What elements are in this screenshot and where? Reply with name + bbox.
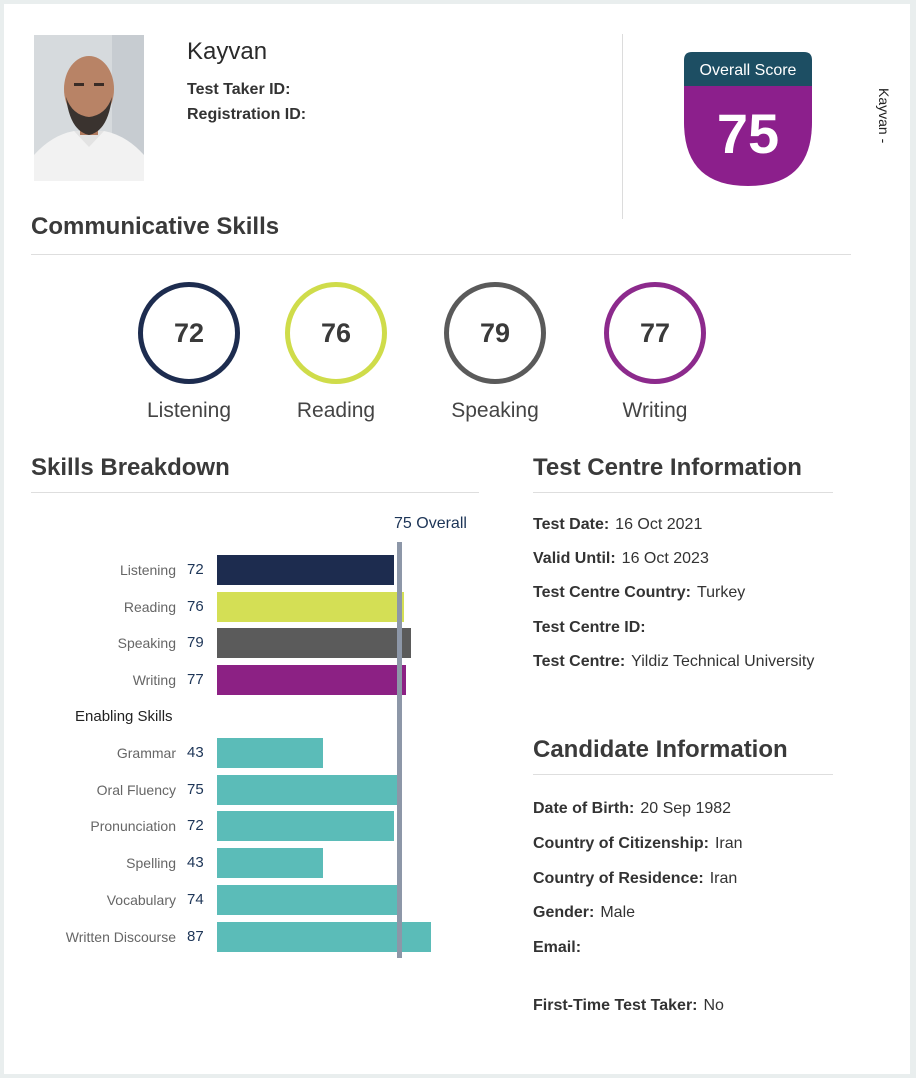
score-report-page: Kayvan Test Taker ID: Registration ID: O… <box>4 4 910 1074</box>
skill-circle-listening: 72 <box>138 282 240 384</box>
info-row: Date of Birth: 20 Sep 1982 <box>533 800 731 818</box>
info-row-label: First-Time Test Taker: <box>533 997 698 1014</box>
skill-circle-label: Speaking <box>451 399 539 422</box>
breakdown-row-score: 75 <box>187 780 204 798</box>
info-row: Test Centre Country: Turkey <box>533 584 745 602</box>
overall-score-line <box>397 542 402 958</box>
communicative-skills-title: Communicative Skills <box>31 213 280 240</box>
candidate-info-title: Candidate Information <box>533 736 788 763</box>
info-row-label: Date of Birth: <box>533 800 635 817</box>
overall-score-value: 75 <box>717 102 779 165</box>
info-row: Country of Citizenship: Iran <box>533 835 743 853</box>
info-row-label: Gender: <box>533 904 595 921</box>
breakdown-row-score: 74 <box>187 890 204 908</box>
candidate-name: Kayvan <box>187 38 268 65</box>
overall-score-label: Overall Score <box>700 62 797 79</box>
candidate-info-divider <box>533 774 833 775</box>
info-row: Test Centre: Yildiz Technical University <box>533 653 814 671</box>
breakdown-row-score: 87 <box>187 927 204 945</box>
side-candidate-name: Kayvan - <box>876 88 892 144</box>
breakdown-bar <box>217 884 399 915</box>
skills-breakdown-title: Skills Breakdown <box>31 454 230 481</box>
skill-circle-label: Writing <box>622 399 688 422</box>
breakdown-row-score: 72 <box>187 817 204 835</box>
info-row: Test Centre ID: <box>533 619 652 637</box>
test-centre-divider <box>533 492 833 493</box>
breakdown-row-score: 77 <box>187 671 204 689</box>
breakdown-bar <box>217 921 431 952</box>
info-row-value: Male <box>600 904 636 921</box>
info-row: Valid Until: 16 Oct 2023 <box>533 550 709 568</box>
breakdown-row-score: 76 <box>187 597 204 615</box>
info-row-value: No <box>703 997 724 1014</box>
badge-shape: Overall Score 75 <box>684 52 812 186</box>
breakdown-row-score: 43 <box>187 744 204 761</box>
breakdown-row-label: Spelling <box>126 855 176 872</box>
breakdown-row-label: Written Discourse <box>65 928 176 945</box>
info-row: First-Time Test Taker: No <box>533 997 724 1015</box>
info-row-label: Test Centre ID: <box>533 619 646 636</box>
skill-circle-label: Listening <box>146 399 232 422</box>
test-taker-id-label: Test Taker ID: <box>187 81 291 98</box>
breakdown-bar <box>217 774 401 805</box>
breakdown-row-label: Vocabulary <box>106 891 176 908</box>
portrait-image <box>34 35 144 181</box>
breakdown-row-label: Oral Fluency <box>96 781 176 798</box>
info-row-label: Valid Until: <box>533 550 616 567</box>
info-row-label: Test Date: <box>533 516 610 533</box>
breakdown-bar <box>217 665 406 696</box>
overall-score-badge: Overall Score 75 <box>680 52 816 190</box>
skill-circle-reading: 76 <box>285 282 387 384</box>
header-divider <box>622 34 623 219</box>
breakdown-row-score: 72 <box>187 561 204 578</box>
skill-circle-label: Reading <box>296 399 376 422</box>
breakdown-row-label: Listening <box>119 562 176 578</box>
info-row-label: Email: <box>533 939 582 956</box>
info-row-value: 16 Oct 2023 <box>621 550 709 567</box>
breakdown-row-score: 43 <box>187 854 204 872</box>
breakdown-row-score: 79 <box>187 634 204 652</box>
info-row-value: Turkey <box>696 584 746 601</box>
breakdown-row-label: Grammar <box>116 745 176 761</box>
overall-marker-label: 75 Overall <box>394 515 467 532</box>
info-row-value: 16 Oct 2021 <box>615 516 703 533</box>
info-row: Country of Residence: Iran <box>533 870 737 888</box>
breakdown-bar <box>217 555 394 585</box>
skill-circle-writing: 77 <box>604 282 706 384</box>
candidate-photo <box>34 35 144 181</box>
breakdown-row-label: Speaking <box>117 635 176 652</box>
breakdown-row-label: Pronunciation <box>90 818 176 835</box>
info-row-value: Iran <box>714 835 743 852</box>
info-row-value: Yildiz Technical University <box>631 653 815 670</box>
info-row-label: Country of Citizenship: <box>533 835 709 852</box>
info-row: Gender: Male <box>533 904 635 922</box>
info-row-label: Country of Residence: <box>533 870 704 887</box>
test-centre-title: Test Centre Information <box>533 454 802 481</box>
info-row-label: Test Centre: <box>533 653 626 670</box>
breakdown-divider <box>31 492 479 493</box>
breakdown-bar <box>217 591 404 622</box>
breakdown-row-label: Reading <box>123 598 176 615</box>
registration-id-label: Registration ID: <box>187 106 307 123</box>
breakdown-bar <box>217 738 323 768</box>
info-row: Email: <box>533 939 587 957</box>
info-row: Test Date: 16 Oct 2021 <box>533 516 702 534</box>
skill-circle-speaking: 79 <box>444 282 546 384</box>
communicative-divider <box>31 254 851 255</box>
breakdown-bar <box>217 848 323 879</box>
breakdown-bar <box>217 628 411 659</box>
breakdown-row-label: Writing <box>132 672 176 689</box>
info-row-label: Test Centre Country: <box>533 584 691 601</box>
enabling-skills-label: Enabling Skills <box>75 708 173 725</box>
breakdown-bar <box>217 811 394 842</box>
info-row-value: Iran <box>709 870 738 887</box>
info-row-value: 20 Sep 1982 <box>640 800 732 817</box>
